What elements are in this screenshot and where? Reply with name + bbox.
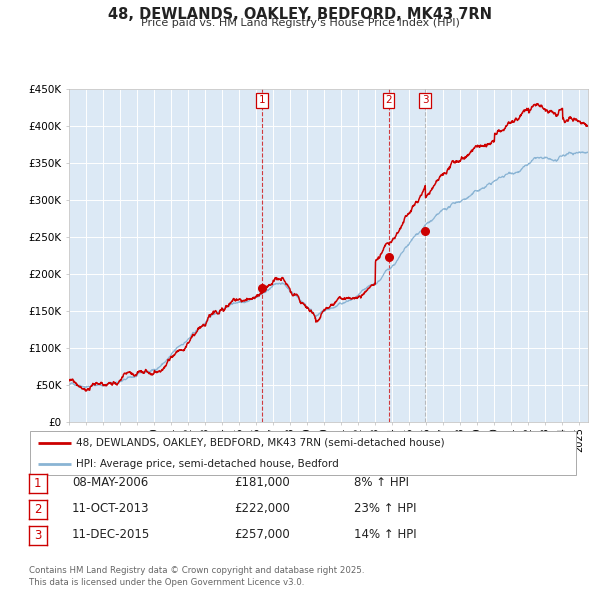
Text: 11-DEC-2015: 11-DEC-2015	[72, 528, 150, 541]
Text: HPI: Average price, semi-detached house, Bedford: HPI: Average price, semi-detached house,…	[76, 459, 339, 469]
Text: 11-OCT-2013: 11-OCT-2013	[72, 502, 149, 515]
FancyBboxPatch shape	[30, 431, 576, 475]
Text: 2: 2	[385, 95, 392, 105]
Text: 1: 1	[259, 95, 266, 105]
Text: 14% ↑ HPI: 14% ↑ HPI	[354, 528, 416, 541]
Text: £181,000: £181,000	[234, 476, 290, 489]
Text: 23% ↑ HPI: 23% ↑ HPI	[354, 502, 416, 515]
Text: Contains HM Land Registry data © Crown copyright and database right 2025.
This d: Contains HM Land Registry data © Crown c…	[29, 566, 364, 587]
Text: 48, DEWLANDS, OAKLEY, BEDFORD, MK43 7RN: 48, DEWLANDS, OAKLEY, BEDFORD, MK43 7RN	[108, 7, 492, 22]
Text: Price paid vs. HM Land Registry's House Price Index (HPI): Price paid vs. HM Land Registry's House …	[140, 18, 460, 28]
Text: 1: 1	[34, 477, 41, 490]
Text: 3: 3	[34, 529, 41, 542]
Text: 8% ↑ HPI: 8% ↑ HPI	[354, 476, 409, 489]
Text: 3: 3	[422, 95, 428, 105]
Text: 2: 2	[34, 503, 41, 516]
Text: £222,000: £222,000	[234, 502, 290, 515]
Text: £257,000: £257,000	[234, 528, 290, 541]
Text: 48, DEWLANDS, OAKLEY, BEDFORD, MK43 7RN (semi-detached house): 48, DEWLANDS, OAKLEY, BEDFORD, MK43 7RN …	[76, 438, 445, 448]
Text: 08-MAY-2006: 08-MAY-2006	[72, 476, 148, 489]
